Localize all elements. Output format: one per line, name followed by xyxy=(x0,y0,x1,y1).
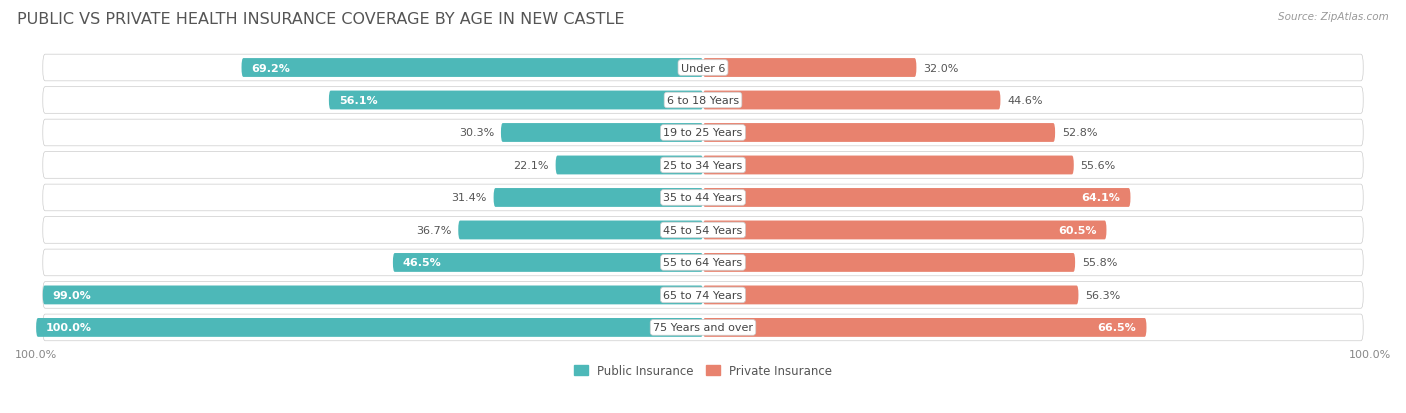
Text: PUBLIC VS PRIVATE HEALTH INSURANCE COVERAGE BY AGE IN NEW CASTLE: PUBLIC VS PRIVATE HEALTH INSURANCE COVER… xyxy=(17,12,624,27)
FancyBboxPatch shape xyxy=(494,189,703,207)
FancyBboxPatch shape xyxy=(703,318,1146,337)
FancyBboxPatch shape xyxy=(703,156,1074,175)
FancyBboxPatch shape xyxy=(42,152,1364,179)
FancyBboxPatch shape xyxy=(458,221,703,240)
Text: 64.1%: 64.1% xyxy=(1081,193,1121,203)
Legend: Public Insurance, Private Insurance: Public Insurance, Private Insurance xyxy=(569,359,837,382)
Text: Source: ZipAtlas.com: Source: ZipAtlas.com xyxy=(1278,12,1389,22)
Text: 31.4%: 31.4% xyxy=(451,193,486,203)
Text: Under 6: Under 6 xyxy=(681,63,725,74)
FancyBboxPatch shape xyxy=(703,124,1054,142)
Text: 25 to 34 Years: 25 to 34 Years xyxy=(664,161,742,171)
FancyBboxPatch shape xyxy=(703,91,1001,110)
FancyBboxPatch shape xyxy=(42,217,1364,244)
FancyBboxPatch shape xyxy=(703,189,1130,207)
FancyBboxPatch shape xyxy=(42,282,1364,309)
FancyBboxPatch shape xyxy=(42,185,1364,211)
Text: 75 Years and over: 75 Years and over xyxy=(652,323,754,332)
FancyBboxPatch shape xyxy=(42,120,1364,147)
Text: 46.5%: 46.5% xyxy=(404,258,441,268)
Text: 35 to 44 Years: 35 to 44 Years xyxy=(664,193,742,203)
FancyBboxPatch shape xyxy=(703,254,1076,272)
Text: 56.1%: 56.1% xyxy=(339,96,378,106)
Text: 100.0%: 100.0% xyxy=(46,323,93,332)
FancyBboxPatch shape xyxy=(392,254,703,272)
Text: 55 to 64 Years: 55 to 64 Years xyxy=(664,258,742,268)
FancyBboxPatch shape xyxy=(42,249,1364,276)
FancyBboxPatch shape xyxy=(242,59,703,78)
Text: 65 to 74 Years: 65 to 74 Years xyxy=(664,290,742,300)
Text: 36.7%: 36.7% xyxy=(416,225,451,235)
Text: 45 to 54 Years: 45 to 54 Years xyxy=(664,225,742,235)
Text: 60.5%: 60.5% xyxy=(1057,225,1097,235)
FancyBboxPatch shape xyxy=(703,59,917,78)
FancyBboxPatch shape xyxy=(703,286,1078,305)
Text: 99.0%: 99.0% xyxy=(53,290,91,300)
FancyBboxPatch shape xyxy=(329,91,703,110)
Text: 69.2%: 69.2% xyxy=(252,63,291,74)
Text: 56.3%: 56.3% xyxy=(1085,290,1121,300)
Text: 30.3%: 30.3% xyxy=(458,128,495,138)
Text: 44.6%: 44.6% xyxy=(1007,96,1043,106)
FancyBboxPatch shape xyxy=(555,156,703,175)
FancyBboxPatch shape xyxy=(703,221,1107,240)
Text: 66.5%: 66.5% xyxy=(1098,323,1136,332)
FancyBboxPatch shape xyxy=(42,286,703,305)
Text: 19 to 25 Years: 19 to 25 Years xyxy=(664,128,742,138)
Text: 22.1%: 22.1% xyxy=(513,161,548,171)
Text: 55.8%: 55.8% xyxy=(1081,258,1118,268)
FancyBboxPatch shape xyxy=(42,55,1364,82)
FancyBboxPatch shape xyxy=(501,124,703,142)
Text: 6 to 18 Years: 6 to 18 Years xyxy=(666,96,740,106)
FancyBboxPatch shape xyxy=(42,88,1364,114)
FancyBboxPatch shape xyxy=(37,318,703,337)
FancyBboxPatch shape xyxy=(42,314,1364,341)
Text: 55.6%: 55.6% xyxy=(1080,161,1116,171)
Text: 52.8%: 52.8% xyxy=(1062,128,1097,138)
Text: 32.0%: 32.0% xyxy=(924,63,959,74)
